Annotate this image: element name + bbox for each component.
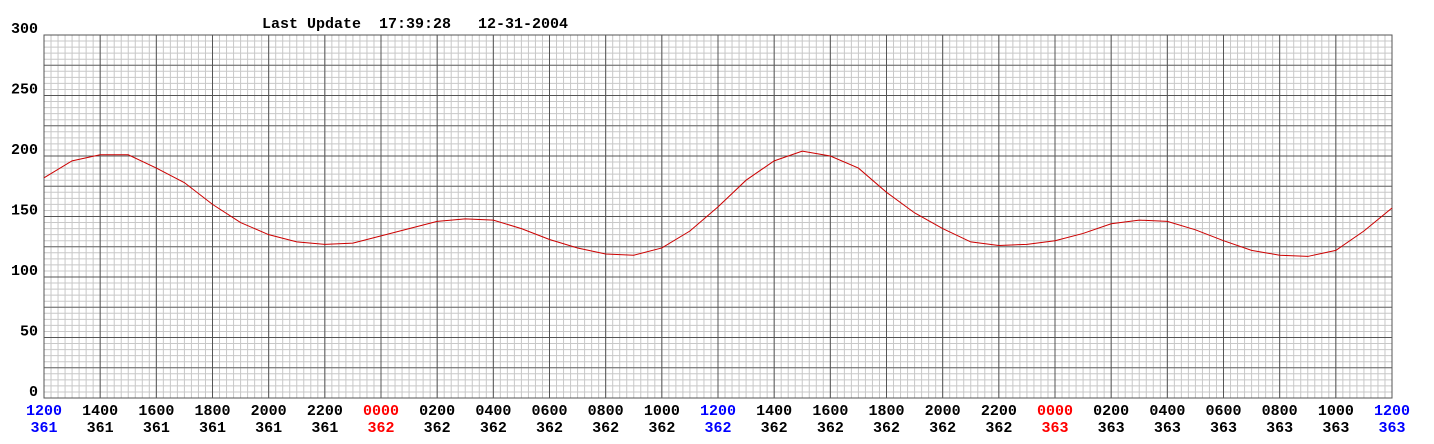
x-tick-day: 362: [648, 420, 675, 437]
x-tick-label: 1800: [868, 403, 904, 420]
x-tick-label: 1600: [812, 403, 848, 420]
data-line: [43, 150, 1393, 257]
x-tick-label: 0800: [588, 403, 624, 420]
y-tick-label: 250: [11, 81, 38, 98]
x-tick-day: 362: [480, 420, 507, 437]
x-tick-day: 362: [817, 420, 844, 437]
x-tick-label: 2000: [925, 403, 961, 420]
y-tick-label: 300: [11, 21, 38, 38]
x-tick-label: 1800: [194, 403, 230, 420]
x-tick-day: 363: [1266, 420, 1293, 437]
y-tick-label: 0: [29, 384, 38, 401]
x-tick-label: 1200: [1374, 403, 1410, 420]
x-tick-label: 2200: [981, 403, 1017, 420]
y-tick-label: 150: [11, 202, 38, 219]
x-tick-label: 0200: [1093, 403, 1129, 420]
x-tick-day: 363: [1210, 420, 1237, 437]
plot-frame: [43, 34, 1393, 399]
x-tick-day: 361: [199, 420, 226, 437]
x-tick-day: 361: [255, 420, 282, 437]
x-tick-day: 363: [1098, 420, 1125, 437]
x-tick-day: 361: [30, 420, 57, 437]
x-tick-label: 1400: [82, 403, 118, 420]
x-tick-day: 362: [985, 420, 1012, 437]
x-tick-label: 0400: [475, 403, 511, 420]
y-tick-label: 50: [20, 323, 38, 340]
x-tick-day: 362: [873, 420, 900, 437]
y-tick-label: 200: [11, 142, 38, 159]
x-tick-label: 0400: [1149, 403, 1185, 420]
x-tick-day: 362: [367, 420, 394, 437]
x-tick-day: 363: [1154, 420, 1181, 437]
x-tick-day: 363: [1322, 420, 1349, 437]
x-tick-day: 362: [592, 420, 619, 437]
x-tick-day: 361: [311, 420, 338, 437]
x-tick-label: 1000: [1318, 403, 1354, 420]
x-tick-label: 1600: [138, 403, 174, 420]
x-tick-day: 363: [1041, 420, 1068, 437]
x-tick-day: 362: [536, 420, 563, 437]
x-tick-label: 1400: [756, 403, 792, 420]
x-tick-label: 1200: [700, 403, 736, 420]
x-tick-day: 362: [761, 420, 788, 437]
x-tick-day: 361: [87, 420, 114, 437]
x-tick-day: 362: [424, 420, 451, 437]
chart-title: Last Update 17:39:28 12-31-2004: [262, 16, 568, 33]
x-tick-label: 0600: [1205, 403, 1241, 420]
x-tick-label: 1000: [644, 403, 680, 420]
x-tick-day: 361: [143, 420, 170, 437]
x-tick-day: 362: [929, 420, 956, 437]
x-tick-label: 0600: [531, 403, 567, 420]
x-tick-day: 363: [1378, 420, 1405, 437]
x-tick-label: 0800: [1262, 403, 1298, 420]
x-tick-label: 1200: [26, 403, 62, 420]
x-tick-label: 2200: [307, 403, 343, 420]
x-tick-label: 0000: [363, 403, 399, 420]
x-tick-label: 2000: [251, 403, 287, 420]
y-tick-label: 100: [11, 263, 38, 280]
x-tick-day: 362: [704, 420, 731, 437]
x-tick-label: 0000: [1037, 403, 1073, 420]
x-tick-label: 0200: [419, 403, 455, 420]
